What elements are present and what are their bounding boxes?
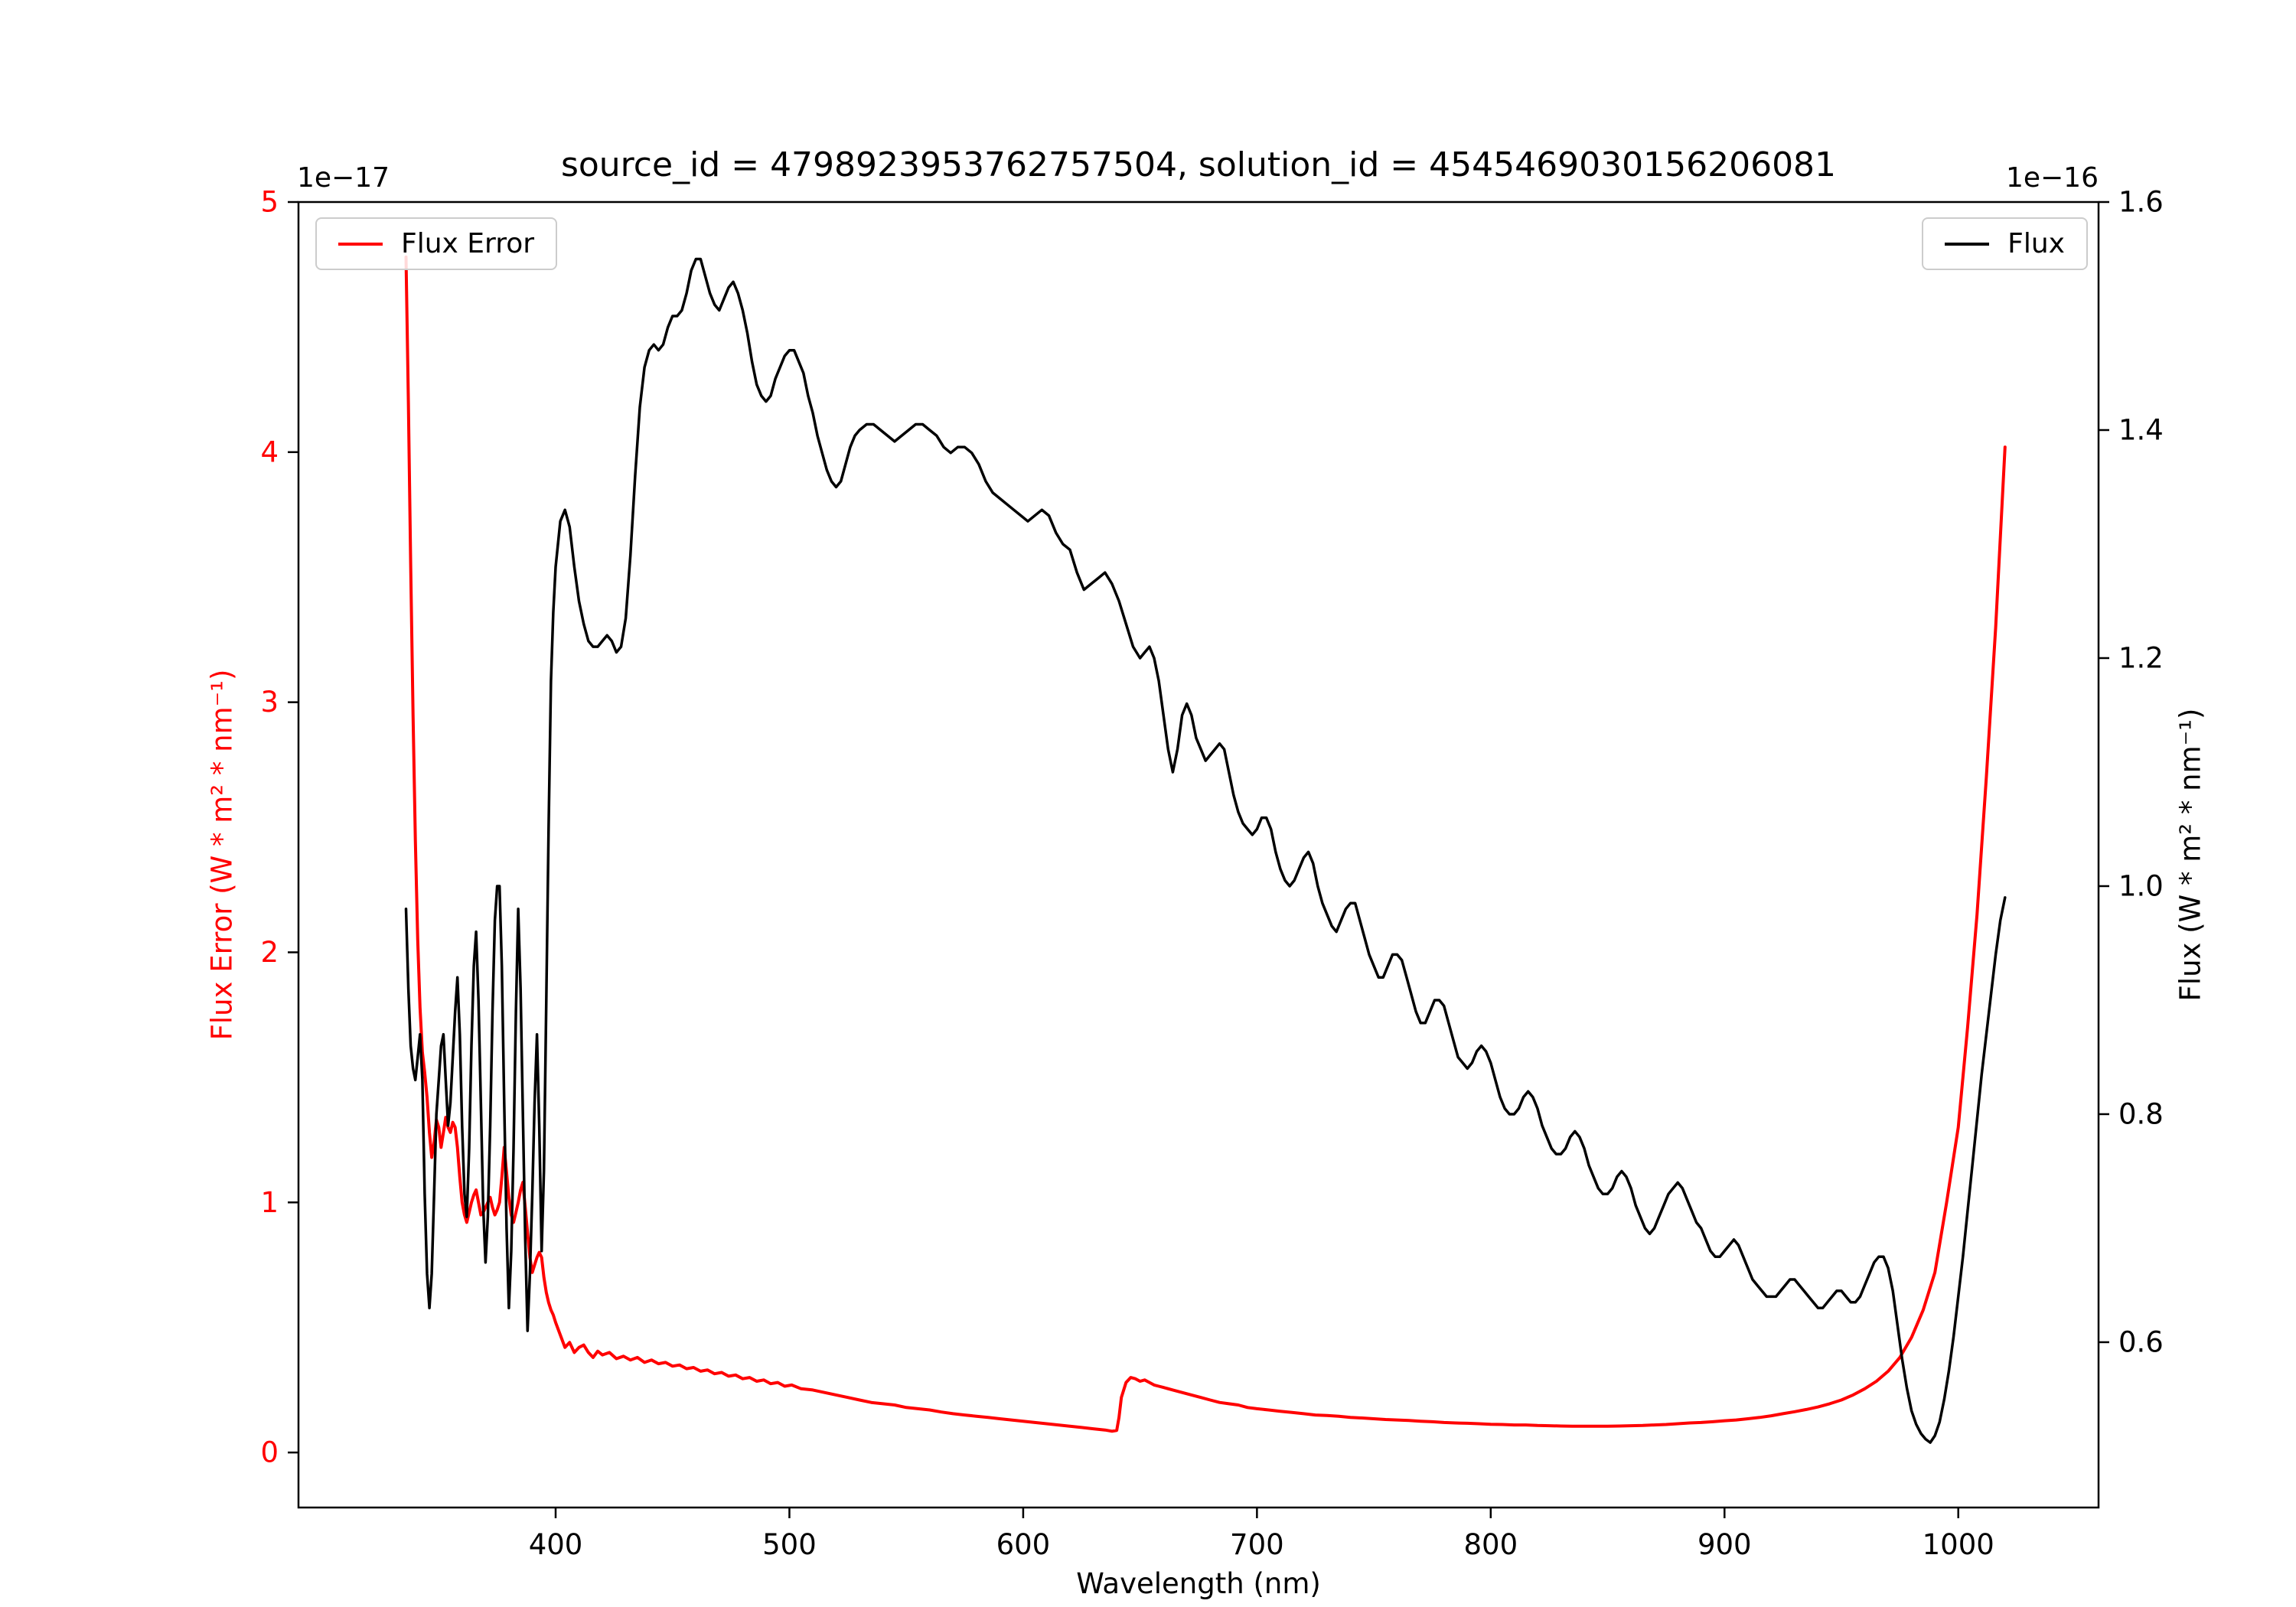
left-y-axis-label: Flux Error (W * m² * nm⁻¹) (205, 669, 239, 1041)
flux-line-sample-icon (1945, 242, 1990, 246)
left-y-tick-label: 3 (260, 686, 279, 719)
x-tick-label: 900 (1698, 1528, 1752, 1561)
x-tick-label: 600 (996, 1528, 1051, 1561)
legend-flux-error-label: Flux Error (401, 228, 535, 259)
right-axis-offset-text: 1e−16 (2005, 162, 2099, 194)
left-axis-offset-text: 1e−17 (297, 162, 390, 194)
x-tick-label: 400 (529, 1528, 583, 1561)
flux-error-line-sample-icon (338, 242, 383, 246)
left-y-tick-label: 1 (260, 1186, 279, 1219)
left-y-tick-label: 2 (260, 936, 279, 969)
legend-flux-error: Flux Error (315, 217, 558, 270)
right-y-tick-label: 1.2 (2118, 641, 2164, 674)
chart-title: source_id = 4798923953762757504, solutio… (560, 145, 1837, 184)
right-y-axis-label: Flux (W * m² * nm⁻¹) (2174, 708, 2207, 1002)
plot-frame (297, 200, 2100, 1509)
legend-flux-label: Flux (2007, 228, 2065, 259)
x-tick-label: 1000 (1923, 1528, 1994, 1561)
flux-error-curve (404, 255, 2007, 1433)
right-y-tick-label: 0.6 (2118, 1325, 2164, 1358)
x-tick-label: 500 (762, 1528, 817, 1561)
right-y-tick-label: 0.8 (2118, 1097, 2164, 1130)
left-y-tick-label: 5 (260, 186, 279, 219)
left-y-tick-label: 0 (260, 1436, 279, 1469)
right-y-tick-label: 1.6 (2118, 186, 2164, 219)
right-y-tick-label: 1.4 (2118, 413, 2164, 446)
legend-flux: Flux (1922, 217, 2088, 270)
left-y-tick-label: 4 (260, 435, 279, 468)
x-tick-label: 700 (1230, 1528, 1284, 1561)
x-axis-label: Wavelength (nm) (1076, 1567, 1321, 1600)
right-y-tick-label: 1.0 (2118, 869, 2164, 902)
flux-curve (404, 257, 2007, 1444)
x-tick-label: 800 (1464, 1528, 1518, 1561)
